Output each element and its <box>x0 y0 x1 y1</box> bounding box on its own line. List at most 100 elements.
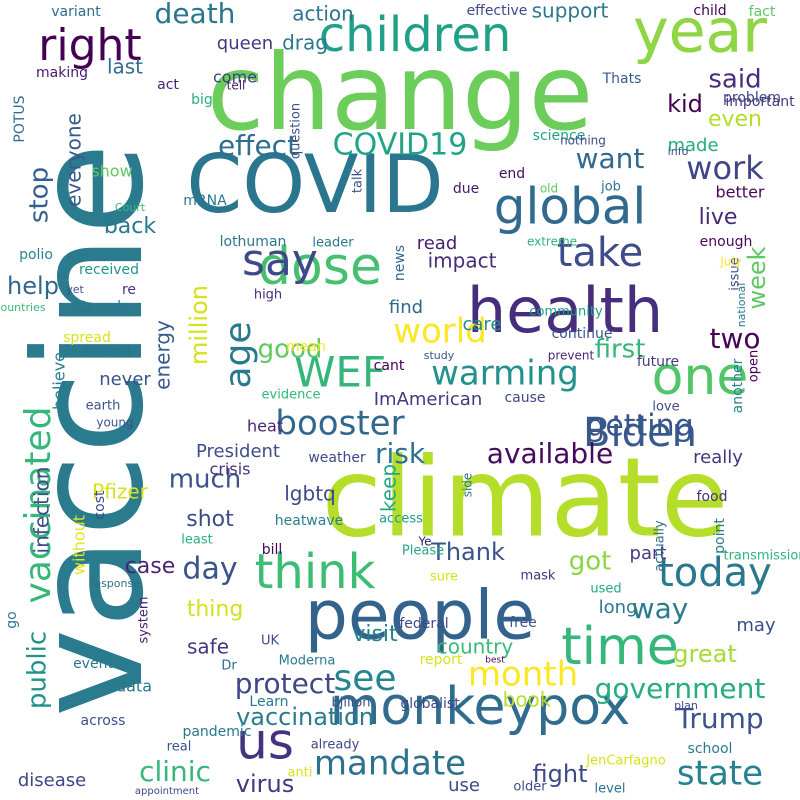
cloud-word: received <box>79 262 139 278</box>
cloud-word: part <box>630 543 667 564</box>
cloud-word: find <box>389 297 423 318</box>
cloud-word: mRNA <box>183 193 227 209</box>
cloud-word: extreme <box>527 235 577 249</box>
cloud-word: take <box>557 230 644 276</box>
cloud-word: system <box>137 597 152 644</box>
cloud-word: due <box>453 181 479 197</box>
cloud-word: already <box>311 738 360 753</box>
cloud-word: least <box>181 533 212 548</box>
cloud-word: making <box>36 65 88 81</box>
cloud-word: level <box>595 782 626 797</box>
cloud-word: two <box>709 322 760 355</box>
cloud-word: really <box>693 447 743 468</box>
cloud-word: safe <box>187 635 229 659</box>
cloud-word: around <box>81 344 130 360</box>
cloud-word: show <box>91 162 132 181</box>
cloud-word: visit <box>352 622 398 647</box>
cloud-word: real <box>167 740 192 755</box>
cloud-word: transmission <box>723 549 800 564</box>
cloud-word: public <box>23 631 53 709</box>
cloud-word: million <box>185 285 213 365</box>
cloud-word: actually <box>653 520 668 572</box>
cloud-word: Dr <box>221 659 237 674</box>
cloud-word: Ye <box>417 535 431 549</box>
cloud-word: better <box>716 183 765 202</box>
cloud-word: care <box>462 314 501 335</box>
cloud-word: climate <box>322 433 729 561</box>
cloud-word: important <box>725 94 795 110</box>
cloud-word: Biden <box>583 410 697 456</box>
cloud-word: even <box>708 107 762 132</box>
cloud-word: problem <box>723 90 781 106</box>
cloud-word: people <box>305 577 536 656</box>
cloud-word: fact <box>749 4 776 20</box>
cloud-word: Moderna <box>279 654 336 669</box>
cloud-word: school <box>688 741 733 757</box>
cloud-word: drag <box>282 31 328 55</box>
cloud-word: free <box>509 615 537 631</box>
cloud-word: thing <box>187 597 244 622</box>
cloud-word: global <box>494 178 647 236</box>
cloud-word: issue <box>728 257 743 290</box>
cloud-word: go <box>4 611 20 628</box>
cloud-word: pandemic <box>182 724 251 740</box>
cloud-word: young <box>96 416 133 430</box>
cloud-word: talk <box>351 168 366 193</box>
cloud-word: cause <box>504 390 545 406</box>
cloud-word: death <box>155 0 236 30</box>
cloud-word: everyone <box>62 113 86 207</box>
cloud-word: week <box>743 246 771 309</box>
cloud-word: way <box>632 592 689 625</box>
cloud-word: bill <box>262 542 283 558</box>
cloud-word: one <box>652 347 749 407</box>
cloud-word: stop <box>25 167 55 223</box>
cloud-word: kid <box>667 90 703 118</box>
cloud-word: federal <box>399 616 448 632</box>
cloud-word: spread <box>63 330 111 346</box>
cloud-word: Canada <box>76 299 129 315</box>
cloud-word: state <box>677 754 763 794</box>
cloud-word: last <box>107 55 143 79</box>
cloud-word: globalist <box>400 696 460 712</box>
cloud-word: data <box>116 677 152 696</box>
cloud-word: job <box>600 180 621 195</box>
cloud-word: evidence <box>262 388 321 403</box>
cloud-word: info <box>668 145 689 158</box>
cloud-word: never <box>99 369 151 390</box>
cloud-word: food <box>697 489 728 505</box>
cloud-word: polio <box>19 247 53 263</box>
cloud-word: report <box>420 652 463 668</box>
cloud-word: Trump <box>675 702 763 735</box>
cloud-word: leader <box>312 236 354 251</box>
cloud-word: change <box>207 32 593 154</box>
cloud-word: much <box>169 465 242 495</box>
cloud-word: yet <box>66 283 84 296</box>
cloud-word: older <box>513 780 547 795</box>
cloud-word: vaccination <box>236 703 374 731</box>
cloud-word: plan <box>674 699 698 712</box>
cloud-word: virus <box>236 770 294 798</box>
cloud-word: JenCarfagno <box>585 754 665 769</box>
cloud-word: science <box>533 128 586 144</box>
cloud-word: weather <box>308 450 366 466</box>
cloud-word: year <box>633 0 767 67</box>
cloud-word: countries <box>0 301 46 314</box>
cloud-word: Please <box>402 544 444 559</box>
cloud-word: crisis <box>210 460 251 479</box>
cloud-word: high <box>254 288 282 303</box>
cloud-word: come <box>213 68 257 87</box>
cloud-word: mask <box>521 569 556 584</box>
cloud-word: shot <box>186 507 234 532</box>
cloud-word: made <box>667 135 718 156</box>
cloud-word: tell <box>227 79 246 93</box>
cloud-word: health <box>467 274 663 347</box>
cloud-word: access <box>379 512 423 527</box>
cloud-word: national <box>735 283 748 328</box>
cloud-word: WEF <box>294 348 386 397</box>
cloud-word: point <box>712 518 728 554</box>
cloud-word: child <box>693 3 726 19</box>
cloud-word: help <box>7 272 59 300</box>
cloud-word: July <box>719 255 742 269</box>
